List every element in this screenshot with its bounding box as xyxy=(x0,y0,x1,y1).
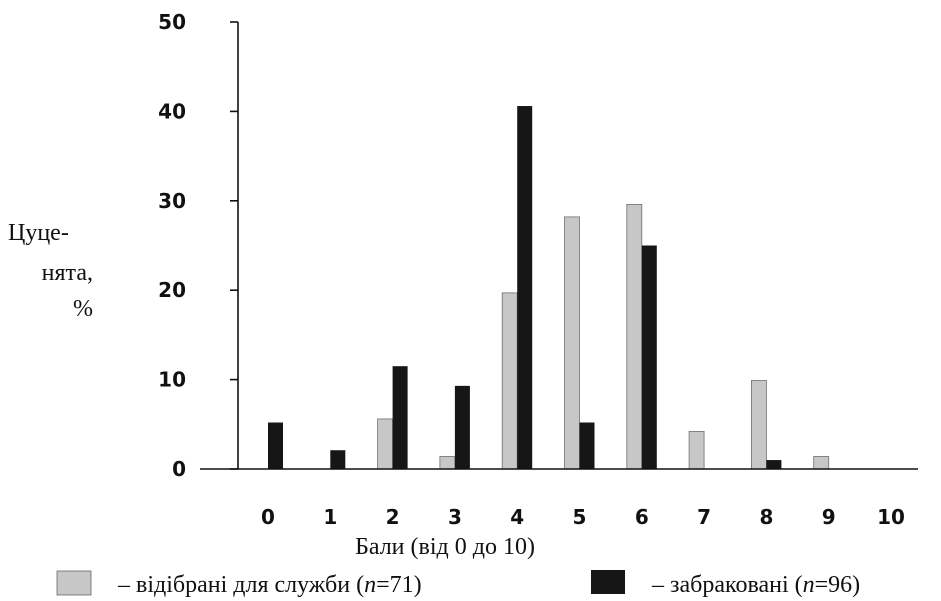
x-tick-label: 6 xyxy=(635,505,649,529)
legend-swatch-selected xyxy=(56,570,92,596)
x-tick-label: 9 xyxy=(822,505,836,529)
bar-selected xyxy=(564,216,580,470)
bar-selected xyxy=(626,203,643,470)
x-tick-label: 4 xyxy=(510,505,524,529)
bar-selected xyxy=(501,292,518,470)
legend-swatch-rejected xyxy=(591,570,625,594)
x-tick-label: 8 xyxy=(759,505,773,529)
bar-selected xyxy=(439,456,456,470)
y-tick-label: 0 xyxy=(172,457,186,481)
bar-rejected xyxy=(641,245,657,469)
bar-rejected xyxy=(517,106,533,469)
x-tick-label: 1 xyxy=(323,505,337,529)
y-tick-label: 40 xyxy=(158,99,186,123)
x-ticks: 0 1 2 3 4 5 6 7 8 9 10 xyxy=(261,505,905,529)
bar-selected xyxy=(377,418,394,470)
y-tick-label: 20 xyxy=(158,278,186,302)
x-axis-label: Бали (від 0 до 10) xyxy=(355,534,535,560)
bar-rejected xyxy=(330,450,346,469)
bar-rejected xyxy=(392,366,408,469)
bar-rejected xyxy=(268,422,283,469)
x-tick-label: 2 xyxy=(386,505,400,529)
y-tick-label: 10 xyxy=(158,368,186,392)
y-axis-label-line2: нята, xyxy=(42,260,93,286)
y-tick-label: 50 xyxy=(158,10,186,34)
x-tick-label: 7 xyxy=(697,505,711,529)
x-tick-label: 0 xyxy=(261,505,275,529)
legend-label-selected: – відібрані для служби (n=71) xyxy=(117,572,422,598)
bar-rejected xyxy=(766,460,782,469)
bar-selected xyxy=(751,380,767,470)
bar-rejected xyxy=(454,385,470,469)
x-tick-label: 10 xyxy=(877,505,905,529)
bars xyxy=(268,106,830,470)
legend: – відібрані для служби (n=71) – забраков… xyxy=(56,570,860,598)
x-tick-label: 5 xyxy=(573,505,587,529)
legend-label-rejected: – забраковані (n=96) xyxy=(651,572,860,598)
bar-selected xyxy=(813,456,830,470)
bar-rejected xyxy=(579,422,595,469)
x-tick-label: 3 xyxy=(448,505,462,529)
y-axis-label: Цуце- нята, % xyxy=(8,220,93,322)
y-ticks: 0 10 20 30 40 50 xyxy=(158,10,238,481)
y-tick-label: 30 xyxy=(158,189,186,213)
y-axis-label-line1: Цуце- xyxy=(8,220,69,246)
y-axis-label-line3: % xyxy=(73,296,93,322)
bar-selected xyxy=(688,431,705,470)
